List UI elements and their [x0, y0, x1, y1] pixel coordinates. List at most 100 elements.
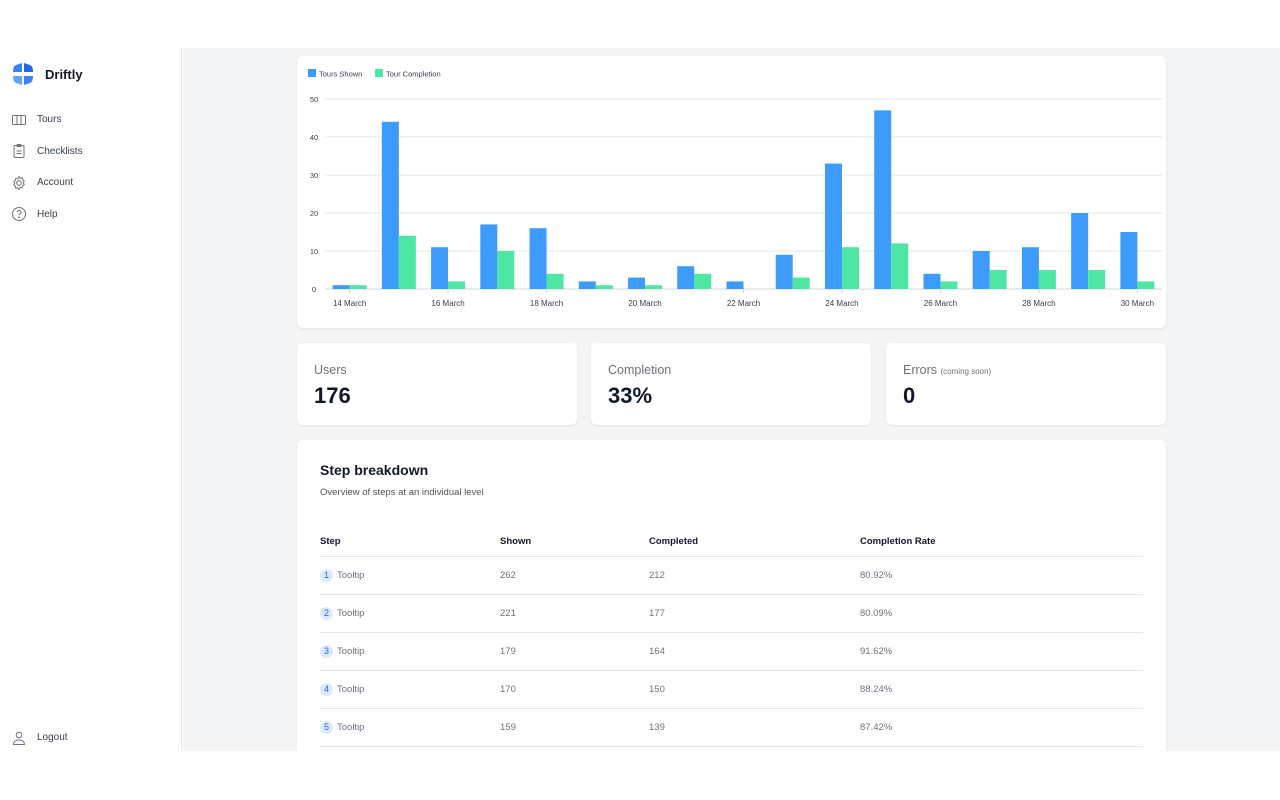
step-type: Tooltip [337, 683, 365, 695]
x-tick-label: 18 March [530, 299, 563, 308]
sidebar-item-tours[interactable]: Tours [11, 104, 83, 136]
completed-cell: 164 [649, 632, 860, 671]
bar-tour-completion [448, 281, 466, 289]
step-table: Step Shown Completed Completion Rate 1 To… [320, 528, 1143, 747]
step-cell: 3 Tooltip [320, 632, 500, 671]
step-type: Tooltip [337, 569, 365, 581]
y-tick-label: 20 [310, 209, 318, 218]
stat-value: 0 [903, 383, 916, 408]
logout-label: Logout [37, 732, 68, 744]
bar-tour-completion [940, 281, 958, 289]
column-header-shown: Shown [500, 528, 649, 557]
bar-tour-completion [891, 243, 909, 289]
bar-tours-shown [1071, 213, 1089, 289]
bar-tour-completion [645, 285, 663, 289]
bar-tours-shown [726, 281, 744, 289]
user-icon [12, 731, 26, 745]
brand-name: Driftly [45, 66, 83, 82]
column-header-completion-rate: Completion Rate [860, 528, 1143, 557]
completed-cell: 177 [649, 594, 860, 633]
completed-cell: 150 [649, 670, 860, 709]
table-row[interactable]: 1 Tooltip 262 212 80.92% [320, 556, 1143, 595]
step-cell: 1 Tooltip [320, 556, 500, 595]
completion-rate-cell: 80.09% [860, 594, 1143, 633]
stat-note: (coming soon) [940, 367, 992, 376]
table-row[interactable]: 3 Tooltip 179 164 91.62% [320, 632, 1143, 671]
stat-value: 176 [314, 383, 351, 408]
step-type: Tooltip [337, 645, 365, 657]
shown-cell: 179 [500, 632, 649, 671]
table-row[interactable]: 2 Tooltip 221 177 80.09% [320, 594, 1143, 633]
sidebar-item-label: Account [37, 177, 74, 189]
x-tick-label: 26 March [924, 299, 957, 308]
stat-label: Completion [608, 363, 672, 377]
stat-label: Users [314, 363, 347, 377]
legend-swatch [308, 69, 316, 77]
bar-tour-completion [1137, 281, 1155, 289]
x-tick-label: 22 March [727, 299, 760, 308]
stat-value: 33% [608, 383, 653, 408]
sidebar-item-help[interactable]: Help [11, 199, 83, 231]
step-number-badge: 3 [320, 644, 333, 658]
bar-tour-completion [989, 270, 1007, 289]
sidebar-nav: Tours Checklists Account Help [11, 104, 83, 230]
columns-icon [12, 114, 26, 125]
driftly-logo-icon [13, 63, 33, 85]
stat-card-errors: Errors (coming soon) 0 [886, 343, 1166, 425]
bar-tours-shown [381, 121, 399, 289]
bar-tours-shown [874, 110, 892, 290]
bar-tours-shown [628, 277, 646, 289]
sidebar-item-checklists[interactable]: Checklists [11, 136, 83, 168]
sidebar-item-account[interactable]: Account [11, 167, 83, 199]
x-tick-label: 20 March [628, 299, 661, 308]
shown-cell: 221 [500, 594, 649, 633]
completion-rate-cell: 91.62% [860, 632, 1143, 671]
step-breakdown-card: Step breakdown Overview of steps at an i… [297, 440, 1166, 751]
bar-tours-shown [578, 281, 596, 289]
step-type: Tooltip [337, 721, 365, 733]
bar-tours-shown [529, 228, 547, 289]
bar-tours-shown [1120, 232, 1138, 289]
bar-tour-completion [497, 251, 515, 289]
chart-card: 0 10 20 30 40 50 14 March 16 March 18 March 20 Ma… [297, 56, 1166, 328]
bar-tour-completion [595, 285, 613, 289]
shown-cell: 170 [500, 670, 649, 709]
sidebar-item-label: Help [37, 208, 58, 220]
sidebar-item-label: Tours [37, 114, 62, 126]
bar-tour-completion [1088, 270, 1106, 289]
y-tick-label: 50 [310, 95, 318, 104]
bar-tours-shown [923, 273, 941, 289]
y-tick-label: 40 [310, 133, 318, 142]
legend-label: Tour Completion [386, 70, 441, 79]
step-number-badge: 2 [320, 606, 333, 620]
bar-tours-shown [824, 163, 842, 289]
bar-tour-completion [694, 273, 712, 289]
brand-logo[interactable]: Driftly [11, 62, 83, 86]
table-row[interactable]: 4 Tooltip 170 150 88.24% [320, 670, 1143, 709]
legend-label: Tours Shown [319, 70, 362, 79]
bar-tour-completion [841, 247, 859, 289]
stat-label: Errors (coming soon) [903, 363, 992, 377]
bar-tours-shown [677, 266, 695, 289]
completion-rate-cell: 80.92% [860, 556, 1143, 595]
table-row[interactable]: 5 Tooltip 159 139 87.42% [320, 708, 1143, 747]
bar-tour-completion [792, 277, 810, 289]
logout-button[interactable]: Logout [11, 722, 68, 754]
y-tick-label: 30 [310, 171, 318, 180]
completed-cell: 139 [649, 708, 860, 747]
bar-tours-shown [972, 251, 990, 289]
question-icon [12, 207, 26, 222]
bar-tours-shown [480, 224, 498, 289]
bar-chart: 0 10 20 30 40 50 14 March 16 March 18 March 20 Ma… [308, 69, 1162, 308]
step-number-badge: 4 [320, 682, 333, 696]
column-header-step: Step [320, 528, 500, 557]
completion-rate-cell: 88.24% [860, 670, 1143, 709]
step-cell: 4 Tooltip [320, 670, 500, 709]
completed-cell: 212 [649, 556, 860, 595]
y-tick-label: 10 [310, 247, 318, 256]
step-cell: 2 Tooltip [320, 594, 500, 633]
clipboard-icon [13, 144, 25, 159]
step-number-badge: 5 [320, 720, 333, 734]
x-tick-label: 24 March [825, 299, 858, 308]
bar-tour-completion [1038, 270, 1056, 289]
